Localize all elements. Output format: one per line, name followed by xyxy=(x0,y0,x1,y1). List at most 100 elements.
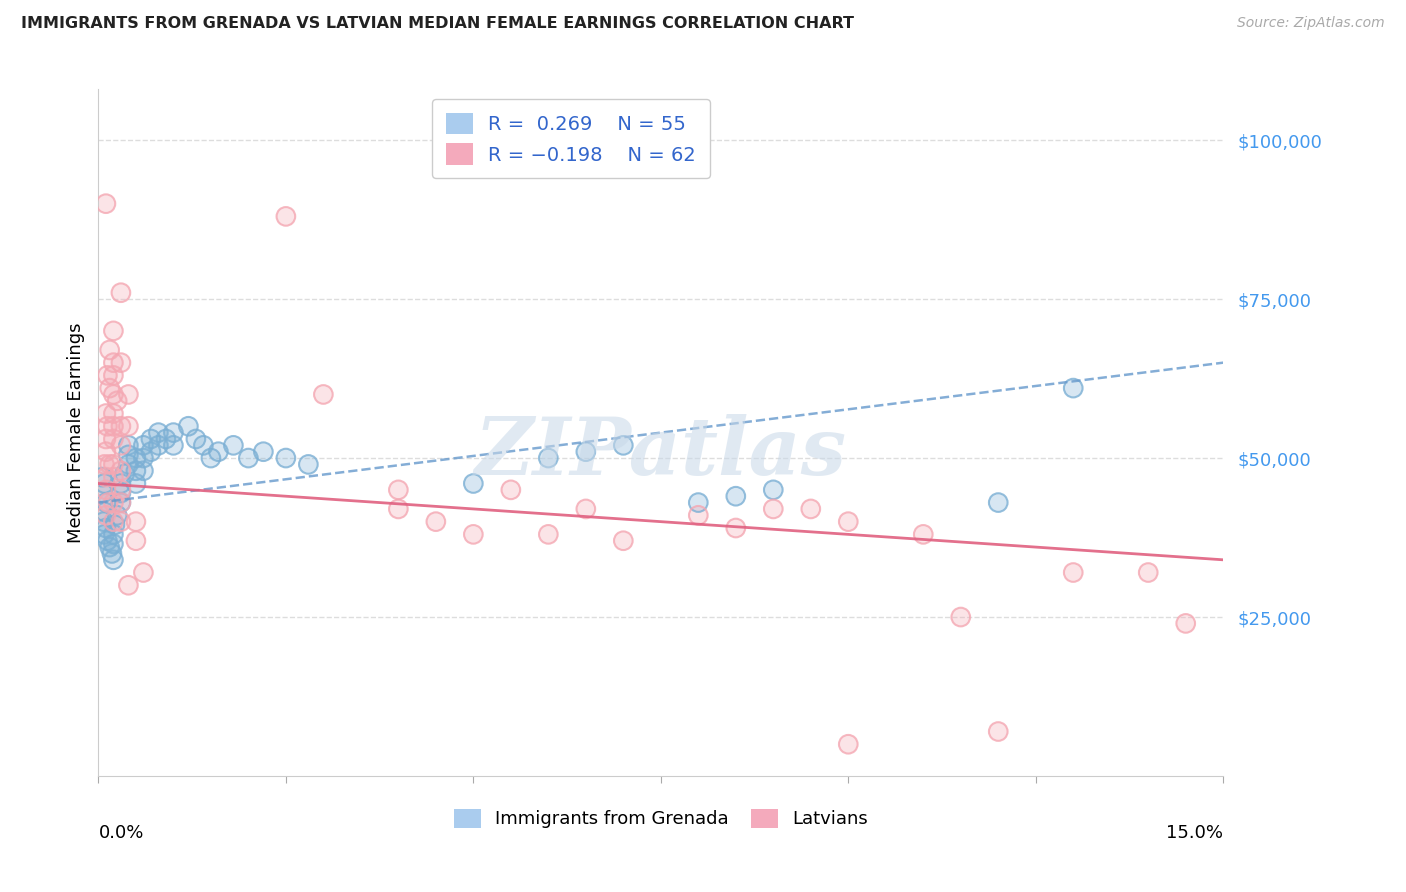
Point xyxy=(101,546,124,560)
Point xyxy=(94,495,117,509)
Point xyxy=(110,483,132,497)
Point xyxy=(117,448,139,462)
Point xyxy=(103,527,125,541)
Point xyxy=(575,502,598,516)
Point xyxy=(94,444,117,458)
Point xyxy=(103,356,125,370)
Point xyxy=(94,444,117,458)
Point xyxy=(949,610,972,624)
Point xyxy=(200,451,222,466)
Point xyxy=(110,495,132,509)
Point xyxy=(94,432,117,446)
Point xyxy=(762,502,785,516)
Point xyxy=(425,515,447,529)
Point xyxy=(537,527,560,541)
Point xyxy=(207,444,229,458)
Point xyxy=(98,381,121,395)
Point xyxy=(800,502,823,516)
Point xyxy=(97,495,120,509)
Point xyxy=(139,444,162,458)
Point xyxy=(125,533,148,548)
Point xyxy=(132,566,155,580)
Point xyxy=(94,508,117,523)
Point xyxy=(114,467,136,481)
Point xyxy=(837,515,859,529)
Point xyxy=(94,196,117,211)
Point xyxy=(103,537,125,551)
Point xyxy=(105,508,128,523)
Point xyxy=(612,438,634,452)
Point xyxy=(105,508,128,523)
Point xyxy=(103,324,125,338)
Point xyxy=(98,458,121,472)
Point xyxy=(537,451,560,466)
Point xyxy=(499,483,522,497)
Point xyxy=(238,451,260,466)
Point xyxy=(949,610,972,624)
Point xyxy=(110,495,132,509)
Point xyxy=(274,210,297,224)
Point xyxy=(837,737,859,751)
Point xyxy=(96,368,118,383)
Point xyxy=(103,470,125,484)
Point xyxy=(139,444,162,458)
Point xyxy=(103,515,125,529)
Point xyxy=(94,470,117,484)
Point xyxy=(575,444,598,458)
Point xyxy=(94,508,117,523)
Point xyxy=(724,521,747,535)
Point xyxy=(93,476,115,491)
Point xyxy=(103,407,125,421)
Point xyxy=(222,438,245,452)
Point xyxy=(91,470,114,484)
Point xyxy=(987,495,1010,509)
Point xyxy=(110,356,132,370)
Point xyxy=(837,737,859,751)
Point xyxy=(132,451,155,466)
Point xyxy=(184,432,207,446)
Point xyxy=(252,444,274,458)
Point xyxy=(1062,381,1084,395)
Legend: Immigrants from Grenada, Latvians: Immigrants from Grenada, Latvians xyxy=(447,801,875,836)
Point xyxy=(104,517,127,532)
Point xyxy=(987,495,1010,509)
Point xyxy=(117,419,139,434)
Point xyxy=(103,387,125,401)
Point xyxy=(132,451,155,466)
Point xyxy=(94,407,117,421)
Point xyxy=(117,578,139,592)
Point xyxy=(98,458,121,472)
Point xyxy=(912,527,935,541)
Point xyxy=(612,533,634,548)
Point xyxy=(94,505,117,519)
Point xyxy=(148,425,170,440)
Point xyxy=(94,483,117,497)
Point xyxy=(1062,566,1084,580)
Point xyxy=(103,368,125,383)
Point xyxy=(762,483,785,497)
Point xyxy=(117,419,139,434)
Point xyxy=(800,502,823,516)
Point xyxy=(101,546,124,560)
Point xyxy=(537,527,560,541)
Point xyxy=(222,438,245,452)
Point xyxy=(96,368,118,383)
Point xyxy=(103,515,125,529)
Point xyxy=(110,464,132,478)
Point xyxy=(94,495,117,509)
Point xyxy=(155,432,177,446)
Point xyxy=(94,521,117,535)
Point xyxy=(688,508,710,523)
Point xyxy=(110,486,132,500)
Point xyxy=(94,196,117,211)
Point xyxy=(987,724,1010,739)
Point xyxy=(94,470,117,484)
Point xyxy=(110,438,132,452)
Point xyxy=(132,464,155,478)
Point xyxy=(125,464,148,478)
Point xyxy=(110,419,132,434)
Point xyxy=(125,464,148,478)
Point xyxy=(103,419,125,434)
Point xyxy=(387,502,409,516)
Point xyxy=(110,483,132,497)
